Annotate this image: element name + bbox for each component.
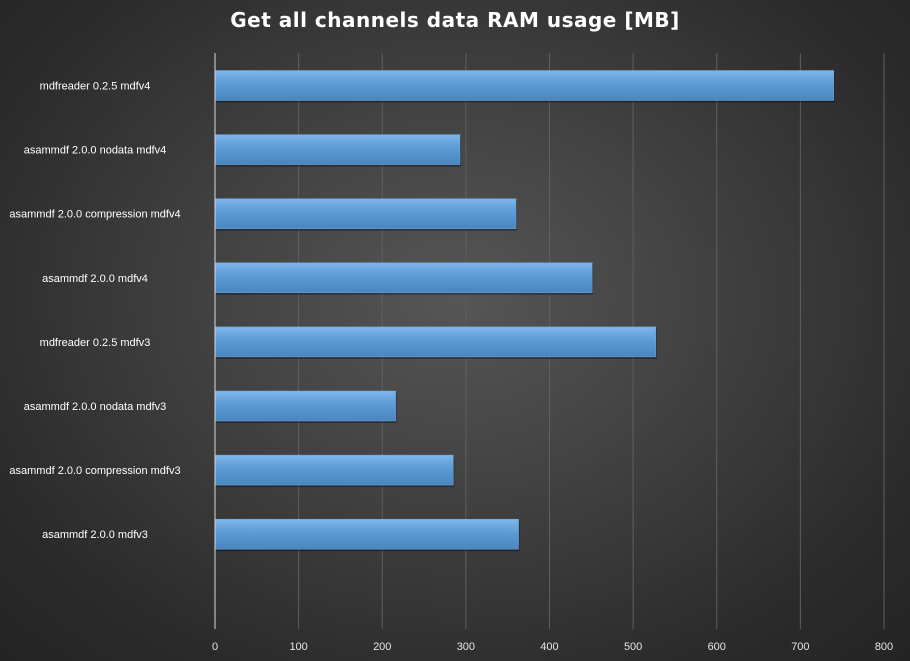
x-tick-label: 500 <box>624 641 642 653</box>
bars <box>214 70 835 552</box>
value-axis-tick-labels: 0 100 200 300 400 500 600 700 800 <box>212 641 893 653</box>
category-label: asammdf 2.0.0 mdfv4 <box>42 273 148 285</box>
bar <box>214 70 835 101</box>
category-label: asammdf 2.0.0 compression mdfv3 <box>9 465 180 477</box>
bar <box>214 198 517 229</box>
category-label: asammdf 2.0.0 mdfv3 <box>42 529 148 541</box>
x-tick-label: 300 <box>457 641 475 653</box>
x-tick-label: 600 <box>708 641 726 653</box>
x-tick-label: 800 <box>875 641 893 653</box>
x-tick-label: 700 <box>791 641 809 653</box>
bar <box>214 262 593 294</box>
x-tick-label: 200 <box>373 641 391 653</box>
bar <box>214 326 656 358</box>
bar <box>214 390 396 422</box>
bar <box>214 518 519 550</box>
x-tick-label: 400 <box>540 641 558 653</box>
x-tick-label: 100 <box>289 641 307 653</box>
category-label: asammdf 2.0.0 nodata mdfv4 <box>24 145 166 157</box>
category-label: asammdf 2.0.0 compression mdfv4 <box>9 209 180 221</box>
bar <box>214 454 454 486</box>
bar <box>214 134 461 165</box>
category-label: mdfreader 0.2.5 mdfv4 <box>40 81 151 93</box>
category-labels: mdfreader 0.2.5 mdfv4 asammdf 2.0.0 nodat… <box>9 81 180 542</box>
category-label: asammdf 2.0.0 nodata mdfv3 <box>24 401 166 413</box>
chart-title: Get all channels data RAM usage [MB] <box>230 8 680 32</box>
category-label: mdfreader 0.2.5 mdfv3 <box>40 337 151 349</box>
x-tick-label: 0 <box>212 641 218 653</box>
